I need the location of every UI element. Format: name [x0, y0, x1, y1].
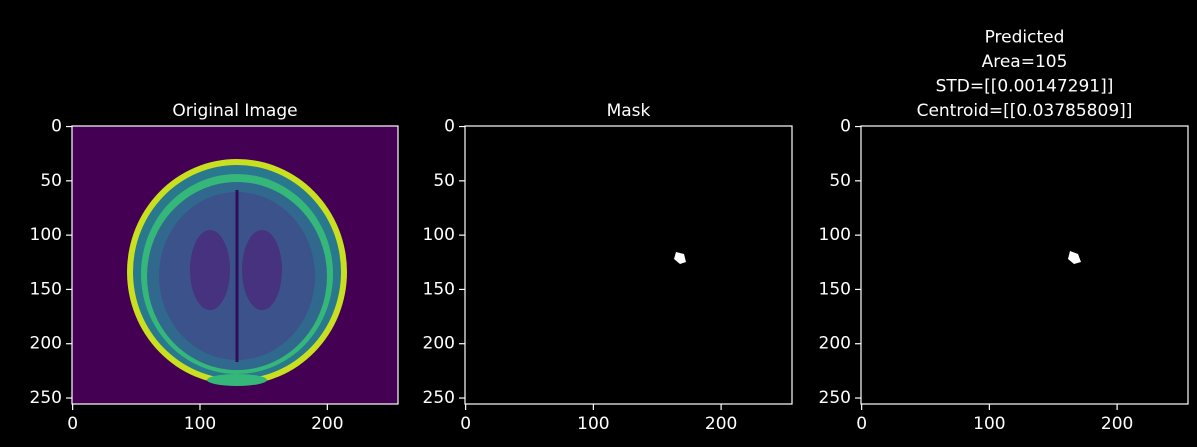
x-tick-label: 100: [184, 414, 216, 434]
x-tick-label: 100: [577, 414, 609, 434]
panel-title: Original Image: [172, 101, 297, 121]
y-tick-label: 50: [433, 171, 455, 191]
y-tick-label: 0: [51, 117, 62, 137]
figure: 0 100 200 0 50 100 150 200 250 Original Image 0 100…: [0, 0, 1197, 447]
panel-background: [861, 126, 1188, 404]
panel-background: [465, 126, 792, 404]
x-tick-label: 100: [973, 414, 1005, 434]
x-tick-label: 200: [1101, 414, 1133, 434]
y-tick-label: 50: [829, 171, 851, 191]
brain-image: [127, 159, 347, 386]
y-tick-label: 150: [819, 279, 851, 299]
panel-title: Predicted: [985, 28, 1065, 48]
y-tick-label: 250: [819, 388, 851, 408]
ventricle: [242, 230, 282, 310]
y-tick-label: 100: [423, 225, 455, 245]
y-tick-label: 0: [840, 117, 851, 137]
y-tick-label: 200: [423, 334, 455, 354]
y-tick-label: 250: [30, 388, 62, 408]
ventricle: [190, 230, 230, 310]
x-tick-label: 0: [460, 414, 471, 434]
panel-title: Centroid=[[0.03785809]]: [917, 101, 1133, 121]
skull-base: [207, 374, 267, 386]
panel-title: Area=105: [982, 52, 1068, 72]
y-tick-label: 100: [819, 225, 851, 245]
page: 0 100 200 0 50 100 150 200 250 Original Image 0 100…: [0, 0, 1197, 447]
y-tick-label: 100: [30, 225, 62, 245]
y-tick-label: 250: [423, 388, 455, 408]
y-tick-label: 50: [40, 171, 62, 191]
x-tick-label: 200: [705, 414, 737, 434]
y-tick-label: 0: [444, 117, 455, 137]
y-tick-label: 150: [423, 279, 455, 299]
y-tick-label: 150: [30, 279, 62, 299]
x-tick-label: 0: [67, 414, 78, 434]
x-tick-label: 200: [311, 414, 343, 434]
y-tick-label: 200: [819, 334, 851, 354]
y-tick-label: 200: [30, 334, 62, 354]
panel-title: STD=[[0.00147291]]: [936, 77, 1114, 97]
panel-title: Mask: [607, 101, 651, 121]
x-tick-label: 0: [856, 414, 867, 434]
